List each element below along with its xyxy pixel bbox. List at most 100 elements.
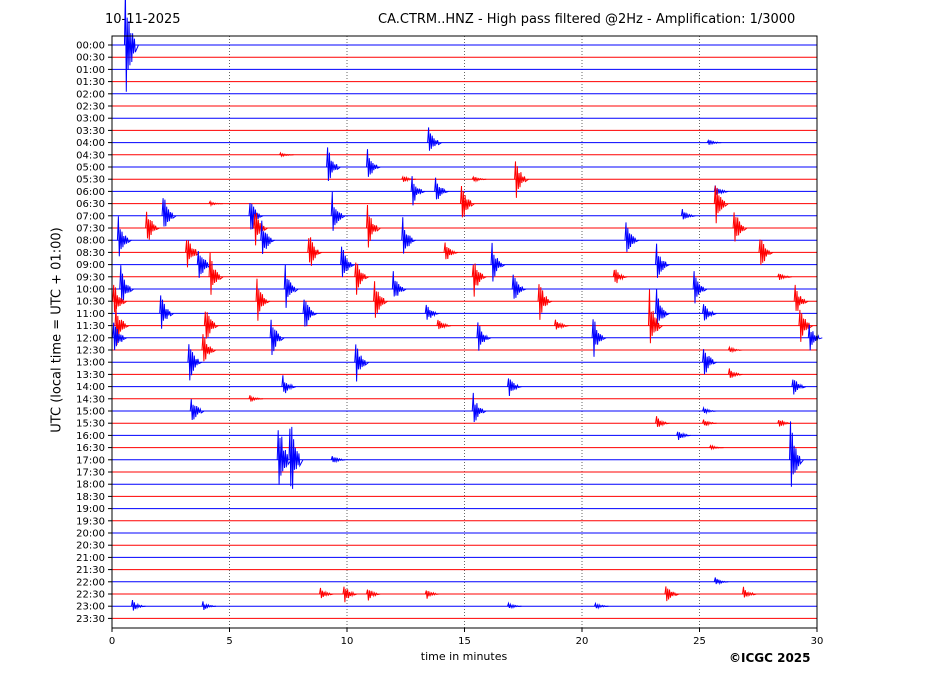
event-spike xyxy=(758,239,774,266)
event-spike xyxy=(366,589,381,601)
event-spike xyxy=(123,0,139,92)
event-spike xyxy=(713,185,729,195)
event-spike xyxy=(676,431,691,441)
event-spike xyxy=(269,319,285,356)
event-spike xyxy=(248,395,264,402)
event-spike xyxy=(281,375,297,394)
x-tick-label: 15 xyxy=(458,636,471,647)
x-tick-label: 10 xyxy=(341,636,354,647)
event-spike xyxy=(692,271,708,304)
event-spike xyxy=(366,149,381,177)
y-tick-label: 23:30 xyxy=(76,614,105,625)
event-spike xyxy=(260,220,275,255)
event-spike xyxy=(185,240,200,268)
y-tick-label: 07:00 xyxy=(76,211,105,222)
y-tick-label: 05:00 xyxy=(76,163,105,174)
y-tick-label: 19:00 xyxy=(76,504,105,515)
event-spike xyxy=(680,209,696,220)
event-spike xyxy=(340,246,355,278)
y-tick-label: 20:30 xyxy=(76,541,105,552)
event-spike xyxy=(471,263,487,297)
event-spike xyxy=(119,265,135,303)
event-spike xyxy=(131,600,146,611)
event-spike xyxy=(648,289,663,344)
event-spike xyxy=(460,185,475,218)
event-spike xyxy=(436,319,452,330)
x-ticks: 0 5 10 15 20 25 30 xyxy=(109,628,824,647)
event-spike xyxy=(624,222,640,252)
y-tick-label: 05:30 xyxy=(76,175,105,186)
event-spike xyxy=(713,185,729,224)
event-spike xyxy=(187,344,203,381)
y-tick-label: 14:30 xyxy=(76,394,105,405)
event-spike xyxy=(342,586,358,603)
x-tick-label: 0 xyxy=(109,636,115,647)
event-spike xyxy=(742,586,757,598)
y-tick-label: 10:00 xyxy=(76,285,105,296)
event-spike xyxy=(373,281,388,318)
y-tick-label: 18:30 xyxy=(76,492,105,503)
x-axis-label: time in minutes xyxy=(420,650,508,663)
y-tick-label: 16:00 xyxy=(76,431,105,442)
x-tick-label: 30 xyxy=(811,636,824,647)
y-tick-label: 02:30 xyxy=(76,102,105,113)
y-tick-label: 00:00 xyxy=(76,41,105,52)
copyright-label: ©ICGC 2025 xyxy=(729,651,811,665)
event-spike xyxy=(507,378,522,397)
event-spike xyxy=(288,426,304,489)
grid-lines xyxy=(229,36,700,628)
event-spike xyxy=(391,271,407,297)
y-tick-label: 19:30 xyxy=(76,516,105,527)
event-spike xyxy=(410,176,426,206)
event-spike xyxy=(201,601,217,610)
event-spike xyxy=(471,392,487,423)
y-tick-label: 12:00 xyxy=(76,333,105,344)
event-spike xyxy=(279,151,294,158)
event-spike xyxy=(283,264,299,308)
y-tick-label: 06:30 xyxy=(76,199,105,210)
event-spike xyxy=(593,601,609,610)
event-spike xyxy=(116,216,132,257)
y-tick-label: 07:30 xyxy=(76,224,105,235)
y-tick-label: 14:00 xyxy=(76,382,105,393)
event-spike xyxy=(424,590,440,599)
event-spikes xyxy=(112,0,823,611)
y-tick-label: 03:30 xyxy=(76,126,105,137)
event-spike xyxy=(490,242,506,282)
event-spike xyxy=(511,274,527,299)
event-spike xyxy=(554,319,569,330)
y-tick-label: 13:00 xyxy=(76,358,105,369)
event-spike xyxy=(161,198,177,227)
y-tick-label: 01:00 xyxy=(76,65,105,76)
event-spike xyxy=(112,284,127,313)
event-spike xyxy=(276,430,292,485)
event-spike xyxy=(201,334,217,362)
y-tick-label: 01:30 xyxy=(76,77,105,88)
y-tick-label: 15:30 xyxy=(76,419,105,430)
y-tick-label: 09:00 xyxy=(76,260,105,271)
y-tick-label: 21:30 xyxy=(76,565,105,576)
event-spike xyxy=(807,324,823,351)
event-spike xyxy=(366,204,381,248)
y-tick-label: 06:00 xyxy=(76,187,105,198)
event-spike xyxy=(664,586,680,602)
event-spike xyxy=(702,304,717,321)
y-tick-label: 08:00 xyxy=(76,236,105,247)
event-spike xyxy=(354,262,369,295)
event-spike xyxy=(706,138,722,146)
y-tick-label: 09:30 xyxy=(76,272,105,283)
y-tick-label: 16:30 xyxy=(76,443,105,454)
y-tick-label: 04:30 xyxy=(76,150,105,161)
event-spike xyxy=(798,309,814,342)
chart-title: CA.CTRM..HNZ - High pass filtered @2Hz -… xyxy=(378,12,796,27)
event-spike xyxy=(713,577,729,586)
event-spike xyxy=(427,127,442,151)
y-tick-label: 11:30 xyxy=(76,321,105,332)
event-spike xyxy=(354,344,370,382)
event-spike xyxy=(208,252,224,295)
event-spike xyxy=(476,322,492,351)
y-tick-label: 17:00 xyxy=(76,455,105,466)
event-spike xyxy=(727,345,743,354)
